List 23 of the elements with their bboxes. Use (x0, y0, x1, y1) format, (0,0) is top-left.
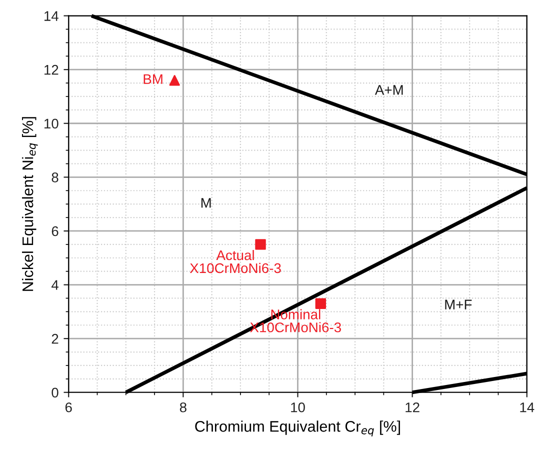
annotation: BM (144, 74, 162, 84)
annotation: M (201, 198, 211, 208)
y-tick-label: 0 (52, 388, 58, 398)
y-axis-title: Nickel Equivalent Ni$_{eq}$ [%] (22, 117, 38, 291)
x-tick-label: 8 (180, 402, 186, 412)
x-tick-label: 14 (520, 402, 534, 412)
annotation: M+F (445, 300, 472, 310)
y-tick-label: 12 (44, 64, 58, 75)
y-tick-label: 2 (52, 334, 58, 344)
point (169, 74, 180, 86)
x-tick-label: 6 (65, 402, 72, 412)
y-tick-label: 4 (51, 280, 58, 290)
x-tick-label: 12 (406, 402, 420, 412)
x-axis-title: Chromium Equivalent Cr$_{eq}$ [%] (195, 420, 400, 436)
y-tick-label: 10 (44, 118, 58, 129)
annotation: A+M (374, 85, 403, 95)
point (255, 239, 266, 250)
x-tick-label: 10 (291, 402, 305, 412)
y-tick-label: 6 (52, 226, 58, 236)
point (315, 298, 326, 309)
y-tick-label: 8 (52, 172, 58, 182)
y-tick-label: 14 (44, 11, 58, 21)
annotation: Actual X10CrMoNi6-3 (190, 250, 281, 274)
